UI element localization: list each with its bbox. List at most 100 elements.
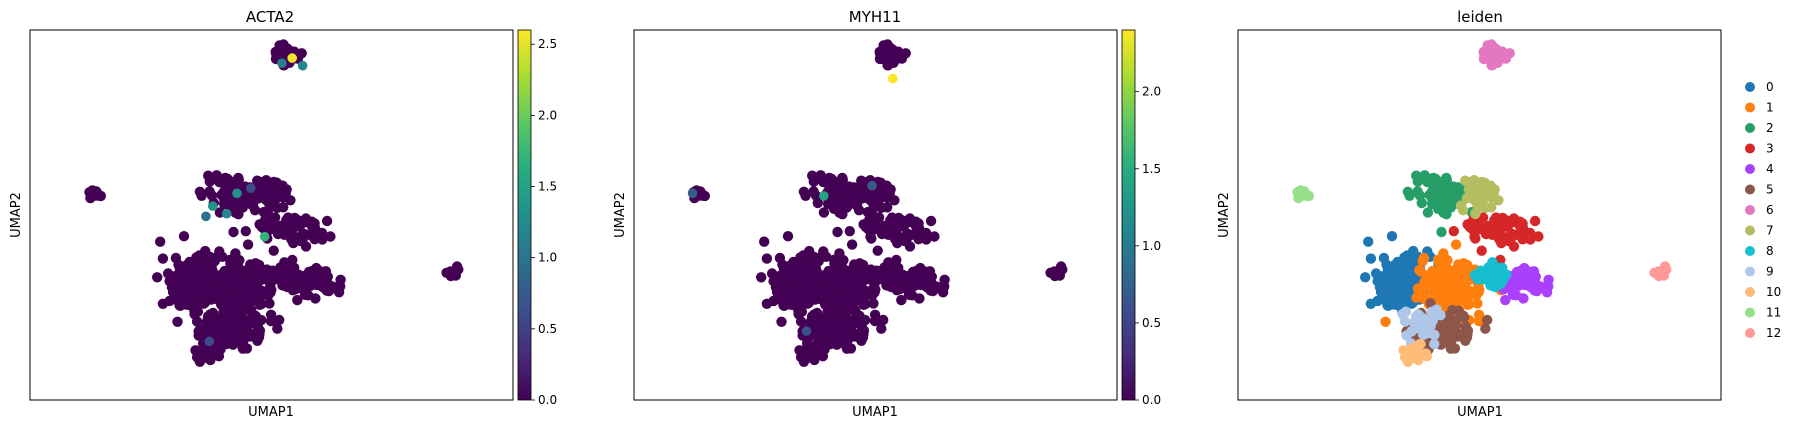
- data-point: [1519, 262, 1530, 274]
- data-point: [888, 73, 898, 84]
- data-point: [777, 259, 788, 270]
- data-point: [843, 304, 854, 316]
- data-point: [1446, 268, 1458, 279]
- data-point: [1513, 280, 1525, 291]
- data-point: [1508, 241, 1520, 252]
- data-point: [1446, 335, 1457, 346]
- data-point: [788, 299, 799, 311]
- legend-marker: [1745, 123, 1755, 133]
- data-point: [813, 256, 824, 267]
- legend-marker: [1745, 225, 1755, 236]
- data-point: [831, 194, 842, 205]
- data-point: [865, 231, 876, 242]
- data-point: [1472, 298, 1483, 309]
- colorbar-tick-label: 0.5: [538, 322, 557, 336]
- legend-marker: [1745, 82, 1755, 92]
- data-point: [1392, 299, 1403, 311]
- legend-label: 5: [1766, 183, 1774, 197]
- data-point: [1436, 226, 1447, 238]
- data-point: [909, 280, 921, 291]
- data-point: [851, 200, 863, 211]
- data-point: [261, 175, 272, 186]
- data-point: [856, 175, 867, 186]
- data-point: [1482, 314, 1493, 326]
- data-point: [1412, 345, 1423, 356]
- data-point: [272, 323, 283, 334]
- scatter-points: [1292, 39, 1672, 367]
- legend-label: 9: [1766, 265, 1774, 279]
- data-point: [915, 262, 926, 274]
- data-point: [1372, 295, 1383, 307]
- data-point: [882, 202, 893, 213]
- x-axis-label: UMAP1: [1457, 405, 1503, 420]
- data-point: [925, 215, 937, 227]
- data-point: [886, 212, 898, 223]
- data-point: [1535, 281, 1547, 292]
- data-point: [1419, 170, 1430, 181]
- colorbar-tick-label: 2.0: [538, 108, 557, 122]
- data-point: [868, 200, 879, 211]
- data-point: [866, 192, 877, 203]
- data-point: [184, 299, 195, 311]
- data-point: [1392, 256, 1403, 268]
- data-point: [788, 256, 799, 268]
- data-point: [876, 323, 887, 334]
- legend-marker: [1745, 205, 1755, 215]
- colorbar: [517, 29, 532, 401]
- x-axis-label: UMAP1: [852, 405, 898, 420]
- legend-marker: [1745, 246, 1755, 256]
- data-point: [1460, 335, 1471, 346]
- data-point: [255, 184, 267, 195]
- data-point: [196, 190, 207, 201]
- data-point: [1489, 43, 1501, 54]
- data-point: [277, 58, 287, 68]
- data-point: [1413, 354, 1424, 366]
- data-point: [247, 260, 259, 271]
- colorbar-tick-label: 0.5: [1142, 316, 1161, 330]
- data-point: [1480, 323, 1491, 334]
- data-point: [325, 231, 336, 242]
- data-point: [1380, 271, 1391, 282]
- data-point: [802, 266, 813, 278]
- data-point: [1447, 304, 1458, 316]
- data-point: [1655, 266, 1667, 277]
- data-point: [837, 319, 848, 331]
- legend-marker: [1745, 266, 1755, 277]
- data-point: [232, 188, 242, 199]
- data-point: [898, 220, 909, 231]
- data-point: [292, 294, 303, 306]
- data-point: [776, 316, 787, 327]
- data-point: [306, 220, 317, 231]
- data-point: [1399, 316, 1411, 327]
- data-point: [201, 211, 211, 222]
- data-point: [820, 281, 831, 292]
- data-point: [211, 170, 222, 181]
- data-point: [774, 287, 785, 299]
- data-point: [193, 330, 204, 341]
- data-point: [294, 220, 305, 231]
- data-point: [1470, 208, 1481, 220]
- data-point: [178, 231, 190, 242]
- data-point: [776, 271, 787, 282]
- data-point: [766, 268, 778, 279]
- legend-label: 1: [1766, 101, 1774, 115]
- data-point: [1363, 236, 1374, 247]
- data-point: [1491, 262, 1502, 273]
- data-point: [1424, 281, 1435, 292]
- data-point: [1455, 200, 1467, 211]
- data-point: [182, 278, 193, 290]
- data-point: [818, 207, 830, 218]
- legend-marker: [1745, 307, 1755, 318]
- data-point: [1506, 228, 1517, 239]
- data-point: [1414, 190, 1426, 201]
- data-point: [155, 236, 166, 247]
- legend-label: 3: [1766, 142, 1774, 156]
- data-point: [796, 306, 808, 317]
- data-point: [868, 298, 879, 309]
- data-point: [282, 212, 294, 223]
- data-point: [896, 294, 907, 306]
- data-point: [759, 236, 770, 247]
- data-point: [904, 241, 916, 252]
- data-point: [297, 60, 308, 71]
